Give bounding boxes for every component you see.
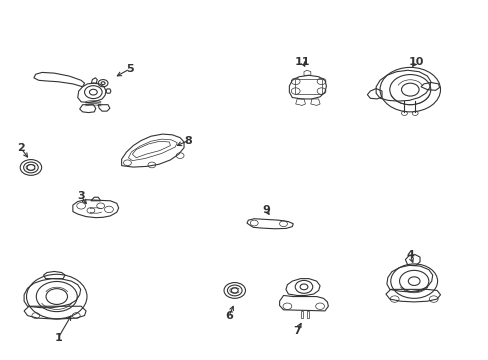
Text: 5: 5 [126, 64, 133, 74]
Text: 7: 7 [293, 325, 301, 336]
Text: 11: 11 [294, 57, 309, 67]
Text: 4: 4 [406, 250, 413, 260]
Text: 2: 2 [17, 143, 25, 153]
Text: 1: 1 [54, 333, 62, 343]
Text: 10: 10 [407, 57, 423, 67]
Text: 8: 8 [184, 136, 192, 145]
Text: 3: 3 [77, 191, 85, 201]
Text: 6: 6 [224, 311, 232, 321]
Text: 9: 9 [262, 206, 270, 216]
